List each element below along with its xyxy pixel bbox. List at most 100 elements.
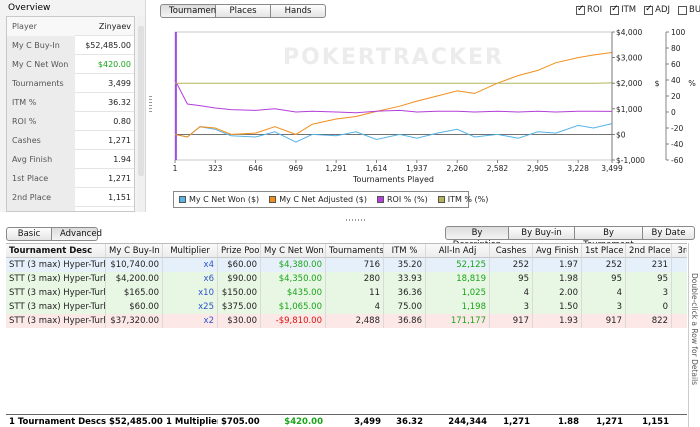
overview-row: My C Net Won $420.00 xyxy=(7,55,134,74)
table-row[interactable]: STT (3 max) Hyper-Turbo $60.00 x25 $375.00 $… xyxy=(6,300,687,314)
money-tick-label: $3,000 xyxy=(616,54,642,63)
cell-multiplier: x6 xyxy=(163,272,218,286)
column-header-multiplier[interactable]: Multiplier xyxy=(163,244,218,258)
overview-value: 1,151 xyxy=(108,193,131,202)
grouping-tabs: By Description By Buy-in By Tournament B… xyxy=(445,226,695,250)
overview-label-cell xyxy=(7,188,75,207)
overview-label-cell xyxy=(7,131,75,150)
series-net-adjusted-line xyxy=(174,52,613,138)
column-header-prize-pool[interactable]: Prize Pool xyxy=(218,244,261,258)
cell-cashes: 1,271 xyxy=(490,414,533,427)
tab-places[interactable]: Places xyxy=(216,4,271,18)
vertical-splitter-grip[interactable] xyxy=(149,96,152,112)
view-mode-tabs: Basic Advanced xyxy=(6,227,102,241)
cell-tournaments: 2,488 xyxy=(326,314,384,328)
pct-tick-label: 100 xyxy=(671,28,686,37)
tab-advanced[interactable]: Advanced xyxy=(52,227,102,241)
adj-checkbox-box[interactable] xyxy=(644,4,654,15)
cell-prize-pool: $375.00 xyxy=(218,300,261,314)
tab-hands[interactable]: Hands xyxy=(271,4,326,18)
cell-desc: STT (3 max) Hyper-Turbo xyxy=(6,314,106,328)
overview-label: My C Buy-In xyxy=(12,41,60,50)
tab-by-description[interactable]: By Description xyxy=(445,226,509,250)
column-header-desc[interactable]: Tournament Desc xyxy=(6,244,106,258)
cell-tournaments: 4 xyxy=(326,300,384,314)
tab-by-buy-in[interactable]: By Buy-in xyxy=(509,226,575,240)
column-header-net-won[interactable]: My C Net Won xyxy=(261,244,326,258)
overview-label-cell xyxy=(7,169,75,188)
cell-buy-in: $52,485.00 xyxy=(106,414,163,427)
column-header-avg-finish[interactable]: Avg Finish xyxy=(533,244,582,258)
column-header-second-place[interactable]: 2nd Place xyxy=(626,244,672,258)
column-header-tournaments[interactable]: Tournaments xyxy=(326,244,384,258)
cell-desc: STT (3 max) Hyper-Turbo xyxy=(6,300,106,314)
cell-prize-pool: $30.00 xyxy=(218,314,261,328)
x-tick-label: 1,291 xyxy=(325,164,347,173)
legend-swatch xyxy=(437,196,445,203)
overview-label-cell xyxy=(7,207,75,211)
buy-checkbox[interactable]: BUY xyxy=(678,5,700,15)
roi-checkbox[interactable]: ROI xyxy=(576,4,602,15)
plot-area xyxy=(174,31,613,161)
legend-swatch xyxy=(179,196,186,203)
table-row[interactable]: STT (3 max) Hyper-Turbo $165.00 x10 $150.00… xyxy=(6,286,687,300)
cell-third-place xyxy=(672,314,687,328)
cell-tournaments: 716 xyxy=(326,258,384,272)
legend-label: My C Net Adjusted ($) xyxy=(279,195,367,204)
cell-third-place xyxy=(672,300,687,314)
adj-checkbox[interactable]: ADJ xyxy=(644,4,670,15)
tab-tournament[interactable]: Tournament xyxy=(160,4,220,18)
cell-avg-finish: 1.97 xyxy=(533,258,582,272)
buy-checkbox-box[interactable] xyxy=(678,5,688,15)
table-row[interactable]: STT (3 max) Hyper-Turbo $37,320.00 x2 $30.0… xyxy=(6,314,687,328)
overview-panel: Overview Player Zinyaev My C Buy-In $52,485… xyxy=(0,0,146,212)
tab-by-tournament[interactable]: By Tournament xyxy=(575,226,643,250)
cell-cashes: 252 xyxy=(490,258,533,272)
cell-itm: 35.20 xyxy=(384,258,426,272)
cell-itm: 36.32 xyxy=(384,414,426,427)
legend-swatch xyxy=(269,196,277,203)
table-header-row: Tournament Desc My C Buy-In Multiplier Priz… xyxy=(6,244,687,258)
series-roi-line xyxy=(174,79,613,114)
column-header-first-place[interactable]: 1st Place xyxy=(582,244,626,258)
overview-scroll-thumb[interactable] xyxy=(138,26,144,176)
overview-scrollbar[interactable] xyxy=(137,16,145,212)
overview-label: Tournaments xyxy=(12,79,64,88)
cell-net-won: -$9,810.00 xyxy=(261,314,326,328)
column-header-third-place[interactable]: 3rd P xyxy=(672,244,687,258)
cell-first-place: 95 xyxy=(582,272,626,286)
pct-tick-label: 20 xyxy=(671,92,681,101)
itm-checkbox-box[interactable] xyxy=(610,4,620,15)
itm-checkbox-label: ITM xyxy=(621,5,637,15)
horizontal-splitter-grip[interactable] xyxy=(346,219,366,221)
overview-stats-list: Player Zinyaev My C Buy-In $52,485.00 My C N… xyxy=(6,16,135,212)
cell-all-in-adj: 171,177 xyxy=(426,314,490,328)
roi-checkbox-box[interactable] xyxy=(576,4,585,15)
details-hint-label: Double-click a Row for Details xyxy=(690,273,699,386)
cell-buy-in: $10,740.00 xyxy=(106,258,163,272)
itm-checkbox[interactable]: ITM xyxy=(610,4,637,15)
graph-legend: My C Net Won ($) My C Net Adjusted ($) ROI… xyxy=(173,191,488,208)
cell-all-in-adj: 244,344 xyxy=(426,414,490,427)
cell-second-place: 0 xyxy=(626,300,672,314)
column-header-buy-in[interactable]: My C Buy-In xyxy=(106,244,163,258)
cell-cashes: 4 xyxy=(490,286,533,300)
overview-row: Cashes 1,271 xyxy=(7,131,134,150)
column-header-cashes[interactable]: Cashes xyxy=(490,244,533,258)
series-net-won-line xyxy=(174,123,613,143)
cell-second-place: 95 xyxy=(626,272,672,286)
overview-label: Player xyxy=(12,22,37,31)
table-row[interactable]: STT (3 max) Hyper-Turbo $4,200.00 x6 $90.00… xyxy=(6,272,687,286)
table-row[interactable]: STT (3 max) Hyper-Turbo $10,740.00 x4 $60.0… xyxy=(6,258,687,272)
cell-third-place xyxy=(672,258,687,272)
table-side-hint: Double-click a Row for Details xyxy=(688,243,700,427)
cell-multiplier: x10 xyxy=(163,286,218,300)
column-header-itm[interactable]: ITM % xyxy=(384,244,426,258)
overview-label-cell xyxy=(7,112,75,131)
column-header-all-in-adj[interactable]: All-In Adj xyxy=(426,244,490,258)
overview-row: ROI % 0.80 xyxy=(7,112,134,131)
cell-all-in-adj: 18,819 xyxy=(426,272,490,286)
tab-basic[interactable]: Basic xyxy=(6,227,52,241)
tab-by-date[interactable]: By Date xyxy=(643,226,695,240)
legend-item: My C Net Adjusted ($) xyxy=(269,195,367,204)
